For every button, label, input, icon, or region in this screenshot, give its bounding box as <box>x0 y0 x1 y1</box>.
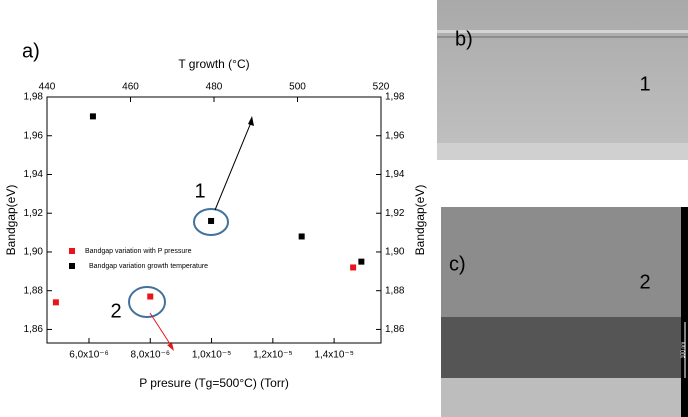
y2-tick-label: 1,88 <box>385 285 405 296</box>
layer-band <box>441 378 681 417</box>
x-tick-label: 6,0x10⁻⁶ <box>69 350 108 361</box>
layer-band <box>441 317 681 378</box>
layer-band <box>437 143 688 160</box>
annotation: 1 <box>194 180 205 202</box>
point <box>298 233 305 240</box>
panel-label: c) <box>449 253 466 275</box>
y-tick-label: 1,86 <box>24 324 44 335</box>
legend-label: Bandgap variation with P pressure <box>85 248 192 255</box>
point <box>350 264 357 271</box>
x2-tick-label: 440 <box>39 82 56 93</box>
y2-tick-label: 1,92 <box>385 208 405 219</box>
point <box>358 258 365 265</box>
scale-label: 100 nm <box>680 342 686 359</box>
x2-tick-label: 460 <box>122 82 139 93</box>
x-tick-label: 1,4x10⁻⁵ <box>314 350 353 361</box>
region-marker: 2 <box>639 271 650 293</box>
layer-line <box>437 36 688 38</box>
arrowhead <box>248 116 254 126</box>
x2-tick-label: 520 <box>373 82 390 93</box>
annotation: 2 <box>110 300 121 322</box>
arrow <box>214 119 253 211</box>
point <box>208 217 215 224</box>
arrowhead <box>167 343 174 351</box>
micrograph <box>441 207 681 317</box>
highlight-ellipse <box>193 208 229 236</box>
x2-tick-label: 480 <box>206 82 223 93</box>
y2-tick-label: 1,90 <box>385 247 405 258</box>
y-tick-label: 1,94 <box>24 169 44 180</box>
point <box>52 299 59 306</box>
scale-strip <box>681 207 688 417</box>
y-tick-label: 1,90 <box>24 247 44 258</box>
y-tick-label: 1,88 <box>24 285 44 296</box>
panel-label: a) <box>22 40 40 62</box>
x-tick-label: 8,0x10⁻⁶ <box>131 350 170 361</box>
arrow <box>149 312 173 348</box>
y-tick-label: 1,92 <box>24 208 44 219</box>
x2-axis-title: T growth (°C) <box>178 57 249 71</box>
micrograph <box>437 0 688 160</box>
y2-tick-label: 1,98 <box>385 92 405 103</box>
legend-label: Bandgap variation growth temperature <box>89 263 208 270</box>
y-tick-label: 1,98 <box>24 92 44 103</box>
point <box>147 293 154 300</box>
legend-swatch <box>69 248 75 254</box>
y2-tick-label: 1,96 <box>385 130 405 141</box>
y2-axis-title: Bandgap(eV) <box>413 185 427 256</box>
x-axis-title: P presure (Tg=500°C) (Torr) <box>139 376 289 390</box>
y-axis-title: Bandgap(eV) <box>4 185 18 256</box>
panel-label: b) <box>455 28 473 50</box>
highlight-ellipse <box>128 286 166 318</box>
layer-line <box>437 30 688 33</box>
x-tick-label: 1,0x10⁻⁵ <box>192 350 231 361</box>
x2-tick-label: 500 <box>289 82 306 93</box>
y2-tick-label: 1,94 <box>385 169 405 180</box>
region-marker: 1 <box>639 73 650 95</box>
legend-swatch <box>69 263 75 269</box>
x-tick-label: 1,2x10⁻⁵ <box>253 350 292 361</box>
y-tick-label: 1,96 <box>24 130 44 141</box>
point <box>89 113 96 120</box>
y2-tick-label: 1,86 <box>385 324 405 335</box>
